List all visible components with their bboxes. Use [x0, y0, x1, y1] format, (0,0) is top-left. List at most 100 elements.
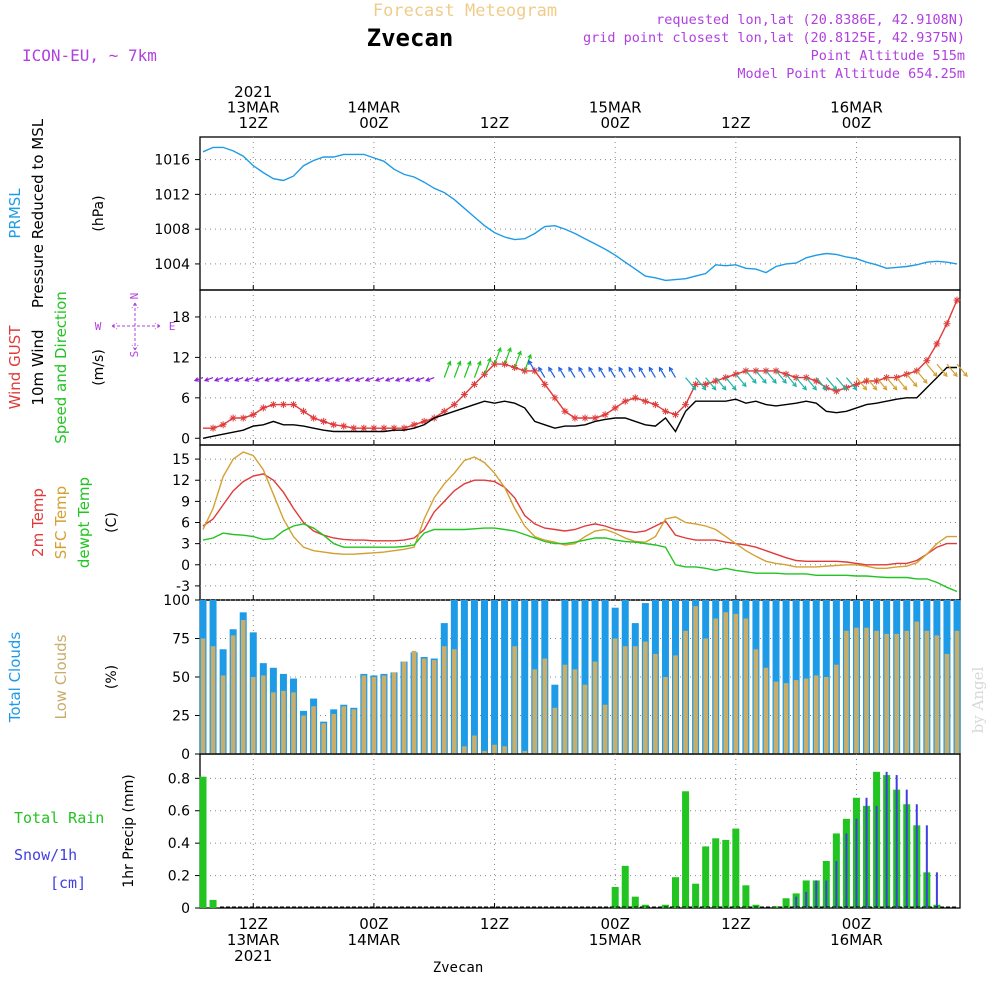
bottom-location: Zvecan [433, 960, 484, 976]
bottom-tick-label: 12Z [721, 915, 750, 933]
gust-marker [672, 411, 680, 419]
gust-marker [712, 377, 720, 385]
low-cloud-bar [492, 744, 497, 754]
wind-arrow [856, 377, 868, 391]
rain-bar [722, 839, 730, 908]
low-cloud-bar [572, 669, 578, 754]
y-tick-label: 0 [181, 558, 190, 574]
rain-bar [631, 896, 639, 908]
y-tick-label: 6 [181, 516, 190, 532]
axis-label-2: dewpt Temp [75, 477, 93, 568]
gust-marker [782, 370, 790, 378]
wind-arrow [453, 360, 462, 378]
snow-bar [815, 880, 818, 908]
wind-arrow [765, 370, 777, 384]
low-cloud-bar [462, 746, 467, 754]
axis-label-2: Speed and Direction [52, 291, 70, 444]
wind-arrow [608, 366, 616, 378]
bottom-tick-label: 13MAR [227, 931, 280, 949]
rain-bar [712, 838, 720, 908]
low-cloud-bar [261, 675, 266, 754]
low-cloud-bar [311, 706, 316, 754]
low-cloud-bar [824, 677, 829, 754]
rain-bar [702, 846, 710, 908]
wind-arrow [374, 377, 385, 382]
wind-arrow [528, 359, 536, 372]
bottom-tick-label: 00Z [359, 915, 388, 933]
wind-arrow [725, 377, 737, 391]
low-cloud-bar [291, 692, 296, 754]
rain-bar [752, 904, 760, 908]
wind-arrow [628, 366, 636, 378]
panel-wind: 0 6 12 18 Wind GUST 10m Wind Speed and Directi… [6, 289, 968, 447]
top-tick-label: 13MAR [227, 99, 280, 117]
y-tick-label: 3 [181, 537, 190, 553]
gust-marker [420, 417, 428, 425]
low-cloud-bar [803, 678, 809, 754]
gust-marker [400, 424, 408, 432]
wind-arrow [618, 366, 626, 378]
top-tick-label: 00Z [842, 114, 871, 132]
low-cloud-bar [673, 655, 678, 754]
units-label: (%) [104, 665, 120, 689]
series-dewpt [202, 523, 958, 593]
low-cloud-bar [813, 675, 819, 754]
wind-arrow [638, 366, 646, 378]
low-cloud-bar [763, 667, 769, 754]
gust-marker [380, 424, 388, 432]
low-cloud-bar [693, 606, 698, 754]
low-cloud-bar [582, 684, 588, 754]
gust-marker [310, 414, 318, 422]
compass-s: S [128, 351, 141, 358]
wind-arrow [755, 370, 767, 384]
requested-coords: requested lon,lat (20.8386E, 42.9108N) [656, 12, 965, 28]
snow-bar [825, 880, 828, 908]
wind-arrow [415, 377, 425, 382]
gust-marker [279, 401, 287, 409]
wind-arrow [314, 377, 324, 382]
low-cloud-bar [341, 706, 347, 754]
low-cloud-bar [301, 715, 306, 754]
snow-bar [835, 860, 838, 908]
gust-marker [350, 424, 358, 432]
gust-marker [450, 401, 458, 409]
wind-arrow [866, 377, 878, 391]
gust-marker [360, 424, 368, 432]
y-tick-label: 1016 [154, 153, 190, 169]
gust-marker [661, 407, 669, 415]
panel-precip: 0 0.2 0.4 0.6 0.8 Total Rain Snow/1h [cm] 1hr Pr… [14, 753, 961, 917]
wind-arrow [473, 360, 482, 378]
rain-bar [621, 865, 629, 908]
low-cloud-bar [653, 653, 658, 754]
gust-marker [300, 407, 308, 415]
low-cloud-bar [502, 746, 507, 754]
gust-marker [682, 401, 690, 409]
y-tick-label: 50 [172, 670, 190, 686]
model-label: ICON-EU, ~ 7km [22, 46, 157, 65]
gust-marker [541, 380, 549, 388]
wind-arrow [896, 377, 908, 391]
top-tick-label: 12Z [239, 114, 268, 132]
low-cloud-bar [411, 650, 417, 754]
gust-marker [611, 404, 619, 412]
wind-arrow [876, 377, 888, 391]
wind-arrow [404, 377, 415, 382]
rain-bar [199, 776, 207, 908]
low-cloud-bar [271, 692, 276, 754]
wind-arrow [193, 377, 204, 382]
total-cloud-bar [470, 600, 478, 754]
low-cloud-bar [482, 750, 487, 754]
gust-marker [953, 296, 961, 304]
low-cloud-bar [703, 638, 708, 754]
low-cloud-bar [371, 677, 377, 754]
series-temp [202, 473, 957, 566]
wind-arrow [514, 350, 522, 368]
low-cloud-bar [723, 612, 729, 754]
wind-arrow [334, 377, 344, 382]
compass-icon: N W E S [95, 293, 176, 358]
gust-marker [601, 411, 609, 419]
low-cloud-bar [512, 646, 517, 754]
gust-marker [269, 401, 277, 409]
top-tick-label: 00Z [359, 114, 388, 132]
y-tick-label: 1004 [154, 257, 190, 273]
